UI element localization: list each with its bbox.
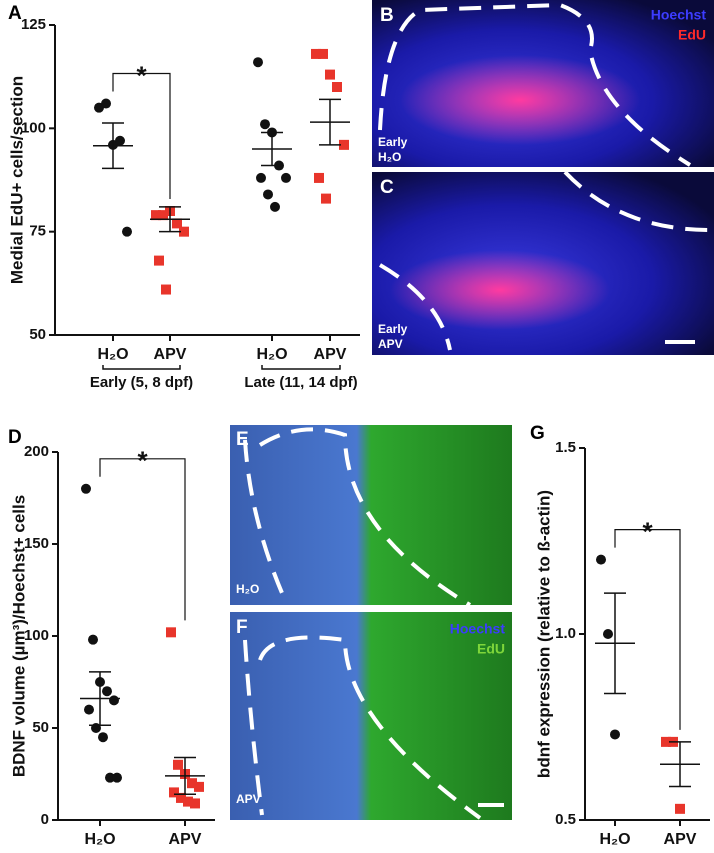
data-point xyxy=(596,554,606,565)
data-point xyxy=(610,729,620,740)
data-point xyxy=(101,98,111,109)
legend-entry: Hoechst xyxy=(651,7,707,23)
data-point xyxy=(105,772,115,783)
data-point xyxy=(314,172,324,183)
data-point xyxy=(115,135,125,146)
data-point xyxy=(311,48,321,59)
data-point xyxy=(84,704,94,715)
data-point xyxy=(169,787,179,798)
panel-letter: F xyxy=(236,617,248,638)
data-point xyxy=(281,172,291,183)
group-label: Late (11, 14 dpf) xyxy=(244,374,357,391)
data-point xyxy=(675,803,685,814)
panel-letter: E xyxy=(236,429,249,450)
y-tick-label: 1.0 xyxy=(555,625,576,642)
image-caption: APV xyxy=(236,792,261,806)
significance-label: * xyxy=(136,60,147,90)
significance-label: * xyxy=(137,446,148,476)
panel-letter: A xyxy=(8,3,22,24)
data-point xyxy=(98,732,108,743)
y-tick-label: 100 xyxy=(21,119,46,136)
x-tick-label: H₂O xyxy=(599,831,630,848)
data-point xyxy=(183,796,193,807)
data-point xyxy=(81,483,91,494)
data-point xyxy=(154,255,164,266)
y-tick-label: 75 xyxy=(29,223,46,240)
data-point xyxy=(151,210,161,221)
data-point xyxy=(176,792,186,803)
x-tick-label: APV xyxy=(169,831,202,848)
data-point xyxy=(321,193,331,204)
y-tick-label: 100 xyxy=(24,627,49,644)
data-point xyxy=(88,634,98,645)
data-point xyxy=(190,798,200,809)
data-point xyxy=(263,189,273,200)
data-point xyxy=(332,82,342,92)
image-panel-b: B Hoechst EdU Early H₂O xyxy=(372,0,714,167)
data-point xyxy=(194,781,204,792)
x-tick-label: H₂O xyxy=(97,346,128,363)
image-caption: APV xyxy=(378,337,403,351)
y-axis-label: Medial EdU+ cells/section xyxy=(7,76,26,284)
image-panel-e: E H₂O xyxy=(230,425,512,607)
data-point xyxy=(318,48,328,59)
significance-label: * xyxy=(642,516,653,546)
data-point xyxy=(172,218,182,229)
image-caption: H₂O xyxy=(236,582,259,596)
data-point xyxy=(102,686,112,697)
x-tick-label: APV xyxy=(664,831,697,848)
y-tick-label: 50 xyxy=(32,719,49,736)
y-tick-label: 150 xyxy=(24,535,49,552)
image-caption: Early xyxy=(378,322,408,336)
panel-letter: B xyxy=(380,5,394,26)
data-point xyxy=(260,119,270,130)
y-tick-label: 1.5 xyxy=(555,439,576,456)
data-point xyxy=(339,139,349,150)
significance-bracket xyxy=(614,529,681,730)
legend-entry: EdU xyxy=(477,641,505,657)
data-point xyxy=(325,69,335,80)
panel-letter: D xyxy=(8,427,22,448)
y-tick-label: 0 xyxy=(41,811,49,828)
image-panel-c: C Early APV xyxy=(372,170,714,355)
data-point xyxy=(122,226,132,237)
image-caption: Early xyxy=(378,135,408,149)
legend-entry: Hoechst xyxy=(450,621,506,637)
x-tick-label: H₂O xyxy=(84,831,115,848)
x-tick-label: H₂O xyxy=(256,346,287,363)
group-label: Early (5, 8 dpf) xyxy=(90,374,193,391)
data-point xyxy=(256,172,266,183)
data-point xyxy=(158,210,168,221)
data-point xyxy=(173,759,183,770)
data-point xyxy=(161,284,171,295)
image-caption: H₂O xyxy=(378,150,401,164)
data-point xyxy=(253,57,263,68)
data-point xyxy=(187,778,197,789)
x-tick-label: APV xyxy=(314,346,347,363)
group-bracket xyxy=(102,365,181,370)
x-tick-label: APV xyxy=(154,346,187,363)
y-tick-label: 200 xyxy=(24,443,49,460)
panel-letter: G xyxy=(530,423,545,444)
significance-bracket xyxy=(112,72,171,199)
data-point xyxy=(166,627,176,638)
significance-bracket xyxy=(99,458,186,621)
group-bracket xyxy=(261,365,341,370)
data-point xyxy=(112,772,122,783)
data-point xyxy=(603,629,613,639)
data-point xyxy=(661,736,671,747)
data-point xyxy=(109,695,119,706)
y-tick-label: 50 xyxy=(29,326,46,343)
y-tick-label: 0.5 xyxy=(555,811,576,828)
data-point xyxy=(270,201,280,212)
legend-entry: EdU xyxy=(678,27,706,43)
y-axis-label: bdnf expression (relative to ß-actin) xyxy=(534,490,553,778)
image-panel-f: F Hoechst EdU APV xyxy=(230,612,512,820)
y-axis-label: BDNF volume (µm³)/Hoechst+ cells xyxy=(9,495,28,777)
panel-letter: C xyxy=(380,177,394,198)
y-tick-label: 125 xyxy=(21,16,46,33)
data-point xyxy=(179,226,189,237)
